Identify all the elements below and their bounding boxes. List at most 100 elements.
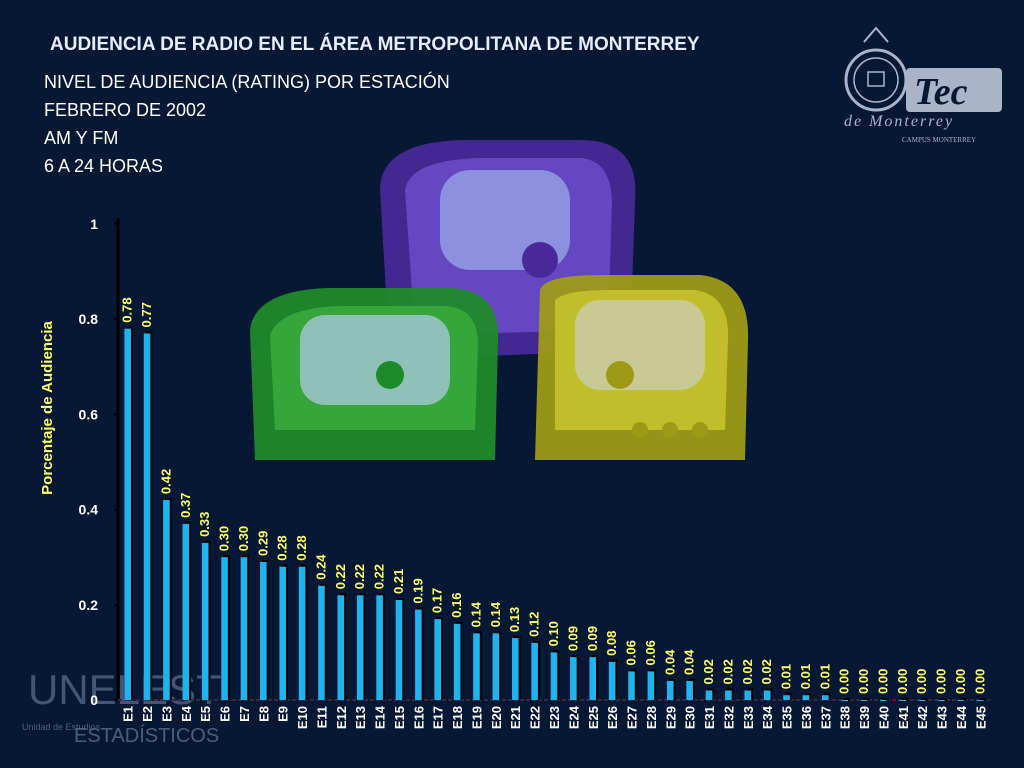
subtitle-line: 6 A 24 HORAS <box>44 156 164 176</box>
bar-value-label: 0.02 <box>759 659 774 684</box>
category-label: E15 <box>392 706 407 729</box>
category-label: E20 <box>489 706 504 729</box>
bar-e17 <box>434 619 442 700</box>
bar-value-label: 0.02 <box>701 659 716 684</box>
category-label: E36 <box>799 706 814 729</box>
bar-value-label: 0.37 <box>178 493 193 518</box>
bar-e20 <box>492 633 500 700</box>
bar-value-label: 0.19 <box>410 578 425 603</box>
bar-e31 <box>705 690 713 700</box>
category-label: E31 <box>702 706 717 729</box>
bar-e16 <box>415 609 422 700</box>
bar-value-label: 0.00 <box>914 669 929 694</box>
bar-e37 <box>821 695 829 700</box>
bar-shadow <box>862 698 870 701</box>
bar-e29 <box>666 680 674 700</box>
bar-value-label: 0.24 <box>313 554 328 580</box>
bar-e32 <box>725 690 732 700</box>
bar-e12 <box>337 595 345 700</box>
category-label: E9 <box>276 706 291 722</box>
category-label: E41 <box>896 706 911 729</box>
chart-bars <box>124 326 986 701</box>
bar-value-label: 0.02 <box>740 659 755 684</box>
bar-shadow <box>843 698 850 701</box>
category-label: E42 <box>915 706 930 729</box>
bar-value-label: 0.77 <box>139 302 154 327</box>
bar-value-label: 0.14 <box>488 601 503 627</box>
bar-e42 <box>918 700 926 701</box>
bar-value-label: 0.06 <box>643 640 658 665</box>
category-label: E8 <box>256 706 271 722</box>
y-tick-label: 0.8 <box>79 311 99 327</box>
category-label: E38 <box>838 706 853 729</box>
category-label: E6 <box>218 706 233 722</box>
bar-value-label: 0.22 <box>352 564 367 589</box>
category-label: E16 <box>411 706 426 729</box>
bar-e15 <box>395 600 403 700</box>
category-label: E7 <box>237 706 252 722</box>
bar-shadow <box>920 698 928 701</box>
logo-text-sub: de Monterrey <box>844 113 954 130</box>
category-label: E37 <box>818 706 833 729</box>
bar-e38 <box>841 700 848 701</box>
subtitle: NIVEL DE AUDIENCIA (RATING) POR ESTACIÓN… <box>44 68 450 180</box>
bar-value-label: 0.78 <box>120 297 135 322</box>
bar-e30 <box>686 680 693 700</box>
bar-value-label: 0.00 <box>875 669 890 694</box>
category-label: E29 <box>663 706 678 729</box>
bar-e35 <box>783 695 790 700</box>
subtitle-line: FEBRERO DE 2002 <box>44 100 207 120</box>
bar-e8 <box>260 561 267 700</box>
bar-value-label: 0.12 <box>527 612 542 637</box>
bar-value-label: 0.42 <box>158 469 173 494</box>
bar-e10 <box>298 566 306 700</box>
bar-value-label: 0.09 <box>585 626 600 651</box>
y-axis-label: Porcentaje de Audiencia <box>39 321 56 495</box>
bar-e36 <box>802 695 810 700</box>
category-label: E12 <box>334 706 349 729</box>
bar-shadow <box>979 698 986 701</box>
bar-e18 <box>453 623 461 700</box>
bar-e40 <box>880 700 887 701</box>
bar-e26 <box>608 661 616 700</box>
bar-value-label: 0.30 <box>217 526 232 551</box>
y-tick-label: 0 <box>90 692 98 708</box>
category-label: E14 <box>373 705 388 729</box>
bar-e22 <box>531 642 538 700</box>
radio-illustrations <box>250 140 749 460</box>
category-label: E13 <box>353 706 368 729</box>
green-radio-icon <box>250 288 499 460</box>
bar-value-label: 0.21 <box>391 569 406 594</box>
bar-e34 <box>763 690 771 700</box>
bar-e33 <box>744 690 752 700</box>
bar-e41 <box>899 700 907 701</box>
bar-value-label: 0.09 <box>565 626 580 651</box>
bar-e44 <box>957 700 965 701</box>
unelest-text-large: ESTADÍSTICOS <box>74 724 219 747</box>
bar-shadow <box>959 698 967 701</box>
bar-e14 <box>376 595 383 700</box>
bar-value-label: 0.10 <box>546 621 561 646</box>
bar-e24 <box>570 657 577 700</box>
bar-e2 <box>143 333 151 700</box>
bar-value-label: 0.01 <box>779 664 794 689</box>
bar-e19 <box>473 633 480 700</box>
category-label: E1 <box>121 706 136 722</box>
bar-value-label: 0.00 <box>934 669 949 694</box>
bar-e5 <box>201 542 209 700</box>
bar-value-label: 0.01 <box>798 664 813 689</box>
bar-value-label: 0.28 <box>294 535 309 560</box>
bar-e4 <box>182 523 190 700</box>
bar-e43 <box>938 700 945 701</box>
bar-e27 <box>628 671 635 700</box>
bar-e9 <box>279 566 287 700</box>
category-label: E18 <box>450 706 465 729</box>
category-label: E11 <box>314 706 329 728</box>
bar-value-label: 0.00 <box>953 669 968 694</box>
bar-e6 <box>221 557 228 700</box>
bar-shadow <box>901 698 909 701</box>
category-label: E30 <box>683 706 698 729</box>
bar-e7 <box>240 557 248 700</box>
category-label: E39 <box>857 706 872 729</box>
bar-shadow <box>882 698 889 701</box>
